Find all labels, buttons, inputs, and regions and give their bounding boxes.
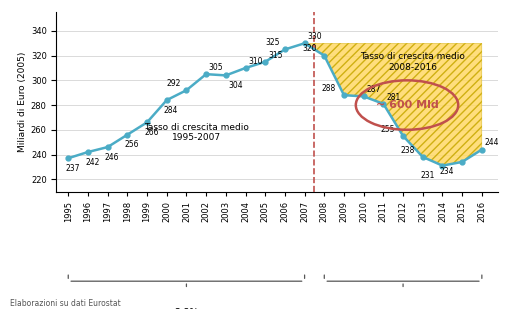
- Text: 231: 231: [420, 171, 435, 180]
- Text: 288: 288: [322, 84, 336, 93]
- Text: 244: 244: [485, 138, 499, 147]
- Text: 255: 255: [381, 125, 396, 134]
- Text: 315: 315: [268, 51, 283, 60]
- Text: 234: 234: [440, 167, 455, 176]
- Text: Elaborazioni su dati Eurostat: Elaborazioni su dati Eurostat: [10, 299, 121, 308]
- Text: 310: 310: [248, 57, 263, 66]
- Text: Tasso di crescita medio
2008-2016: Tasso di crescita medio 2008-2016: [361, 52, 465, 71]
- Text: Tasso di crescita medio
1995-2007: Tasso di crescita medio 1995-2007: [144, 123, 249, 142]
- Text: 320: 320: [302, 44, 317, 53]
- Text: 242: 242: [85, 158, 100, 167]
- Text: 305: 305: [209, 63, 224, 72]
- Y-axis label: Miliardi di Euro (2005): Miliardi di Euro (2005): [17, 52, 27, 152]
- Text: -3.2% (-26.3%): -3.2% (-26.3%): [367, 308, 440, 309]
- Text: 304: 304: [229, 81, 243, 90]
- Text: 256: 256: [125, 140, 139, 149]
- Text: 330: 330: [307, 32, 322, 41]
- Text: 266: 266: [144, 128, 159, 137]
- Text: 287: 287: [366, 85, 381, 94]
- Text: ~ 600 Mld: ~ 600 Mld: [376, 100, 439, 110]
- Text: 246: 246: [105, 153, 120, 162]
- Text: 325: 325: [265, 38, 280, 47]
- Text: 2.8%: 2.8%: [174, 308, 199, 309]
- Text: 237: 237: [66, 164, 80, 173]
- Text: 281: 281: [386, 93, 401, 102]
- Text: 238: 238: [401, 146, 415, 155]
- Text: 284: 284: [164, 106, 179, 115]
- Text: 292: 292: [167, 79, 182, 88]
